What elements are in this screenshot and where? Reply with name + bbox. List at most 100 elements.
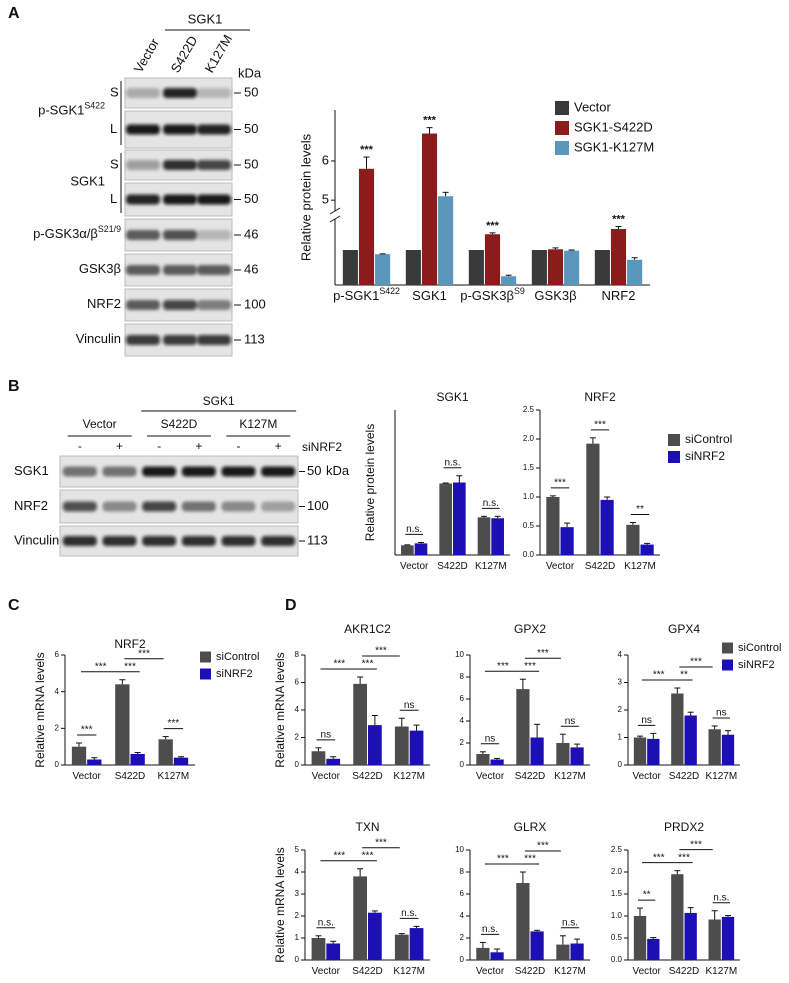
- y-tick-label: 4: [295, 867, 300, 876]
- x-tick-label-main: S422D: [515, 771, 546, 782]
- legend-swatch: [668, 451, 680, 463]
- bracket-label: **: [643, 890, 651, 901]
- panel-label: B: [8, 378, 20, 395]
- blot-band: [163, 265, 197, 275]
- bar: [477, 517, 491, 555]
- y-tick-label: 6: [55, 650, 60, 659]
- y-tick-label: 6: [322, 152, 329, 167]
- error-bar: [637, 735, 644, 738]
- bar: [556, 944, 570, 960]
- legend-swatch: [555, 101, 569, 115]
- bracket-label: ***: [95, 661, 107, 672]
- blot-band: [126, 300, 160, 310]
- bar: [311, 938, 326, 960]
- y-tick-label: 0.0: [523, 550, 535, 559]
- chart-title: TXN: [356, 820, 380, 834]
- kda-label: 113: [307, 532, 328, 547]
- x-tick-label: S422D: [585, 561, 616, 572]
- bracket-label: ***: [362, 659, 374, 670]
- blot-band: [197, 88, 231, 98]
- y-axis-label: Relative mRNA levels: [33, 652, 47, 767]
- bar: [490, 952, 504, 960]
- blot-band: [197, 194, 231, 205]
- error-bar: [413, 724, 420, 731]
- x-tick-label: K127M: [393, 966, 425, 977]
- error-bar: [559, 733, 566, 743]
- blot-band: [163, 335, 197, 345]
- bar: [476, 754, 490, 765]
- error-bar: [644, 542, 651, 545]
- bar: [547, 249, 564, 285]
- y-tick-label: 2: [295, 733, 300, 742]
- blot-band: [197, 300, 231, 310]
- x-tick-label-main: S422D: [669, 771, 700, 782]
- error-bar: [604, 496, 611, 500]
- bracket-label: ns: [716, 708, 727, 719]
- blot-band: [102, 466, 137, 477]
- x-tick-label: Vector: [632, 966, 661, 977]
- bar: [353, 683, 367, 765]
- x-tick-label-main: K127M: [705, 966, 737, 977]
- legend-label: siNRF2: [738, 659, 775, 671]
- bar: [453, 482, 466, 555]
- y-tick-label: 4: [55, 687, 60, 696]
- row-label: p-SGK1S422: [38, 101, 105, 118]
- legend-label: siControl: [216, 651, 259, 663]
- y-tick-label: 6: [295, 678, 300, 687]
- x-tick-label-main: Vector: [476, 966, 505, 977]
- x-tick-label-main: Vector: [312, 771, 341, 782]
- blot-band: [163, 88, 197, 98]
- bar: [531, 250, 547, 285]
- legend-swatch: [555, 141, 569, 155]
- significance: ***: [360, 144, 374, 156]
- error-bar: [162, 736, 169, 740]
- strip-sublabel: S: [110, 156, 119, 171]
- blot-band: [163, 124, 197, 135]
- bracket-label: n.s.: [444, 457, 460, 468]
- row-label: GSK3β: [79, 261, 121, 276]
- x-tick-label: S422D: [515, 771, 546, 782]
- bar: [326, 943, 341, 960]
- y-tick-label: 2: [618, 705, 623, 714]
- x-tick-label: SGK1: [412, 288, 447, 303]
- bracket-label: ***: [333, 850, 345, 861]
- error-bar: [711, 910, 718, 920]
- x-tick-label-main: p-SGK1: [333, 288, 379, 303]
- bar: [684, 715, 697, 765]
- y-tick-label: 8: [460, 672, 465, 681]
- y-tick-label: 3: [295, 889, 300, 898]
- bar: [721, 734, 735, 765]
- x-tick-label: Vector: [476, 966, 505, 977]
- blot-band: [142, 501, 177, 512]
- bar: [394, 934, 409, 960]
- blot-band: [126, 124, 160, 135]
- row-label-main: Vinculin: [76, 331, 121, 346]
- y-tick-label: 0: [460, 955, 465, 964]
- bar: [326, 758, 341, 765]
- x-tick-label-main: K127M: [554, 771, 586, 782]
- row-label: SGK1: [14, 463, 49, 478]
- significance: ***: [612, 213, 626, 225]
- bracket-label: n.s.: [562, 917, 578, 928]
- bar: [468, 250, 484, 285]
- kda-label: 50: [307, 463, 321, 478]
- bar: [421, 133, 438, 285]
- bracket-label: ***: [690, 839, 702, 850]
- bracket-label: ***: [81, 725, 93, 736]
- bar: [633, 737, 647, 765]
- y-tick-label: 0: [55, 760, 60, 769]
- x-tick-label: p-GSK3βS9: [460, 286, 525, 303]
- y-tick-label: 4: [618, 650, 623, 659]
- bracket-label: ***: [554, 477, 566, 488]
- row-label: Vinculin: [14, 532, 59, 547]
- y-tick-label: 0: [618, 760, 623, 769]
- x-tick-label-main: K127M: [393, 771, 425, 782]
- bracket-label: ***: [690, 657, 702, 668]
- bar: [546, 497, 560, 555]
- error-bar: [442, 191, 449, 197]
- bracket-label: n.s.: [406, 524, 422, 535]
- significance: ***: [423, 115, 437, 127]
- chart-title: AKR1C2: [344, 622, 391, 636]
- blot-band: [163, 160, 197, 170]
- error-bar: [574, 938, 581, 944]
